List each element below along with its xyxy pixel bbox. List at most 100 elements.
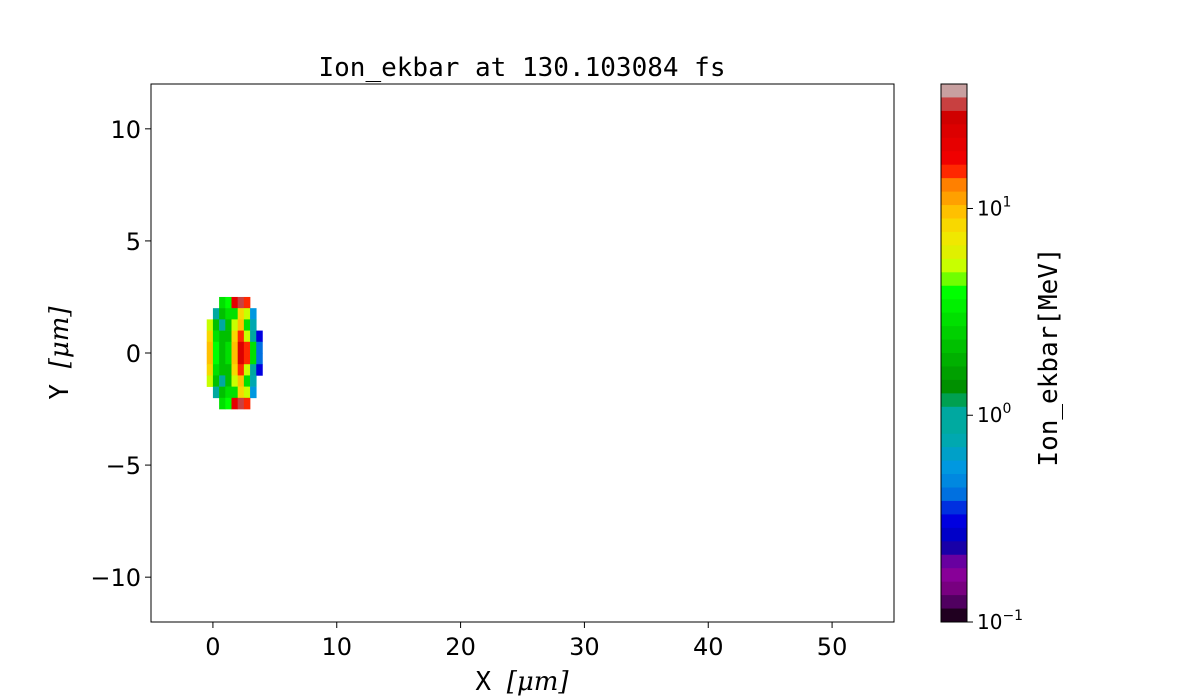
heatmap-cell [237, 364, 245, 376]
heatmap-cell [225, 319, 232, 331]
heatmap-cell [219, 386, 226, 399]
heatmap-cell [219, 296, 226, 309]
colorbar-ticks: 10−1 100 101 [967, 194, 1023, 634]
x-tick-label: 20 [445, 633, 476, 661]
heatmap-cell [212, 308, 220, 320]
x-tick-label: 30 [569, 633, 600, 661]
heatmap-cell [225, 364, 232, 376]
heatmap-cell [225, 375, 232, 387]
heatmap-cell [206, 364, 214, 376]
colorbar-band [941, 514, 967, 529]
colorbar [941, 84, 967, 623]
y-tick-label: −5 [106, 452, 141, 480]
heatmap-cell [256, 341, 263, 354]
heatmap-cell [256, 330, 263, 343]
colorbar-band [941, 164, 967, 179]
colorbar-band [941, 339, 967, 354]
heatmap-cell [231, 296, 238, 309]
heatmap-cell [250, 364, 257, 376]
heatmap-cell [256, 364, 263, 376]
x-axis-label: X [μm] [475, 667, 569, 697]
heatmap-cell [219, 319, 226, 331]
heatmap-cell [219, 397, 226, 410]
y-tick-label: −10 [90, 564, 141, 592]
colorbar-band [941, 554, 967, 569]
x-tick-label: 40 [693, 633, 724, 661]
heatmap-cell [237, 341, 245, 354]
heatmap-cell [250, 330, 257, 343]
colorbar-band [941, 595, 967, 610]
heatmap-cell [231, 308, 238, 320]
heatmap-cell [206, 375, 214, 387]
heatmap-cell [225, 341, 232, 354]
heatmap-cell [212, 353, 220, 365]
colorbar-band [941, 474, 967, 488]
heatmap-cell [231, 353, 238, 365]
heatmap-cell [250, 386, 257, 399]
heatmap-cell [250, 308, 257, 320]
colorbar-band [941, 124, 967, 139]
colorbar-band [941, 541, 967, 556]
heatmap-cell [237, 296, 245, 309]
heatmap-cell [243, 319, 251, 331]
x-tick-label: 10 [321, 633, 352, 661]
chart-title: Ion_ekbar at 130.103084 fs [319, 53, 726, 83]
colorbar-band [941, 460, 967, 475]
heatmap-cell [219, 353, 226, 365]
colorbar-band [941, 326, 967, 341]
y-tick-label: 0 [126, 340, 141, 368]
colorbar-band [941, 581, 967, 596]
heatmap-cell [243, 296, 251, 309]
heatmap-cell [250, 353, 257, 365]
colorbar-band [941, 366, 967, 381]
heatmap-cell [212, 364, 220, 376]
colorbar-band [941, 205, 967, 219]
colorbar-band [941, 84, 967, 98]
heatmap-cell [231, 364, 238, 376]
heatmap-cell [243, 341, 251, 354]
colorbar-band [941, 245, 967, 260]
x-tick-label: 50 [817, 633, 848, 661]
heatmap-cell [225, 397, 232, 410]
heatmap-cell [225, 308, 232, 320]
colorbar-band [941, 608, 967, 623]
heatmap-cell [212, 386, 220, 399]
heatmap-cell [237, 319, 245, 331]
heatmap-cell [206, 330, 214, 343]
colorbar-band [941, 406, 967, 421]
colorbar-band [941, 258, 967, 273]
heatmap-cell [243, 397, 251, 410]
heatmap-cell [250, 341, 257, 354]
heatmap-cell [219, 330, 226, 343]
colorbar-band [941, 393, 967, 408]
colorbar-band [941, 191, 967, 206]
x-axis: 0 10 20 30 40 50 [205, 622, 847, 661]
heatmap-cell [243, 364, 251, 376]
colorbar-tick-label: 100 [977, 401, 1011, 427]
heatmap-cell [231, 330, 238, 343]
colorbar-band [941, 285, 967, 300]
colorbar-band [941, 272, 967, 287]
heatmap-cell [206, 341, 214, 354]
heatmap-cell [250, 375, 257, 387]
colorbar-band [941, 218, 967, 233]
x-tick-label: 0 [205, 633, 220, 661]
colorbar-band [941, 447, 967, 462]
colorbar-band [941, 151, 967, 166]
heatmap-cell [219, 375, 226, 387]
heatmap-cell [231, 319, 238, 331]
y-tick-label: 5 [126, 228, 141, 256]
heatmap-cell [243, 330, 251, 343]
heatmap-cell [237, 330, 245, 343]
y-tick-label: 10 [110, 116, 141, 144]
y-axis: 10 5 0 −5 −10 [90, 116, 151, 592]
heatmap-cell [243, 353, 251, 365]
colorbar-band [941, 420, 967, 435]
heatmap-cell [231, 397, 238, 410]
heatmap-cell [237, 308, 245, 320]
colorbar-band [941, 231, 967, 246]
heatmap-cell [225, 330, 232, 343]
colorbar-band [941, 487, 967, 502]
heatmap-cell [225, 353, 232, 365]
